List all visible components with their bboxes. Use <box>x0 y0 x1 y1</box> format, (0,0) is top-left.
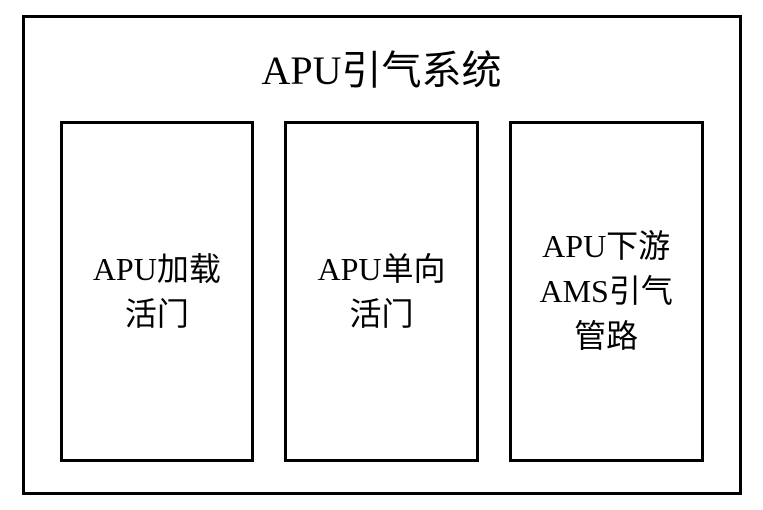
label-line: AMS引气 <box>539 273 672 309</box>
components-row: APU加载 活门 APU单向 活门 APU下游 AMS引气 管路 <box>60 121 704 462</box>
component-box-ams-duct: APU下游 AMS引气 管路 <box>509 121 704 462</box>
label-line: 管路 <box>574 318 638 354</box>
component-box-load-valve: APU加载 活门 <box>60 121 255 462</box>
system-title: APU引气系统 <box>261 38 501 96</box>
label-line: APU下游 <box>542 228 670 264</box>
label-line: 活门 <box>125 296 189 332</box>
label-line: APU单向 <box>317 251 445 287</box>
component-box-check-valve: APU单向 活门 <box>284 121 479 462</box>
system-container: APU引气系统 APU加载 活门 APU单向 活门 APU下游 AMS引气 管路 <box>22 15 742 495</box>
label-line: 活门 <box>349 296 413 332</box>
component-label: APU单向 活门 <box>317 247 445 337</box>
component-label: APU下游 AMS引气 管路 <box>539 224 672 358</box>
component-label: APU加载 活门 <box>93 247 221 337</box>
label-line: APU加载 <box>93 251 221 287</box>
